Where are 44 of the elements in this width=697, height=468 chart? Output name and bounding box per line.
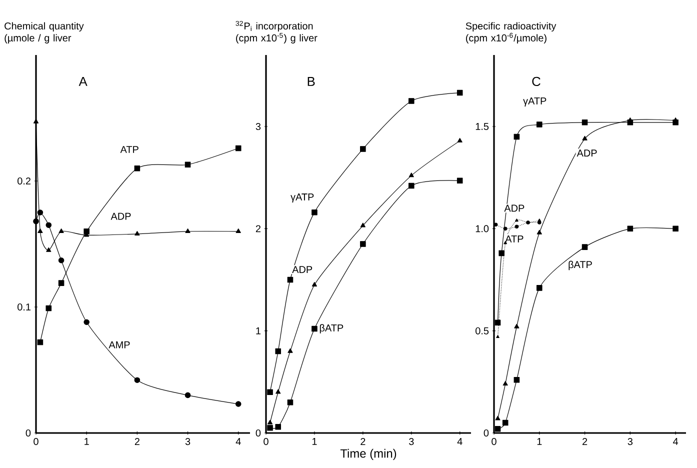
y-tick-label: 1 (256, 327, 261, 334)
x-axis-title: Time (min) (340, 448, 396, 460)
annotation: βATP (568, 260, 592, 270)
annotation: ATP (505, 235, 524, 242)
y-tick-label: 0 (484, 429, 489, 437)
y-tick-label: 3 (256, 122, 261, 130)
annotation: ADP (292, 266, 312, 273)
annotation: ADP (110, 212, 131, 220)
y-tick-label: 0 (26, 429, 31, 437)
x-tick-label: 4 (457, 438, 462, 445)
x-tick-label: 2 (582, 438, 588, 445)
text: B (308, 77, 315, 86)
text: A (78, 77, 88, 86)
y-tick-label: 2 (256, 225, 260, 232)
x-tick-label: 1 (84, 438, 89, 445)
text: C (532, 76, 540, 86)
y-axis-title: $^{32}$P$_{i}$ incorporation (cpm x10$^{-5}$) g liver (236, 20, 318, 44)
y-tick-label: 0.2 (18, 177, 30, 185)
x-tick-label: 0 (492, 438, 496, 446)
x-tick-label: 3 (185, 438, 190, 446)
x-tick-label: 4 (236, 438, 241, 445)
annotation: βATP (320, 324, 344, 334)
annotation: ADP (504, 204, 524, 212)
y-axis-title: Specific radioactivity (cpm x10$^{-6}$/µmole) (466, 22, 556, 44)
annotation: γATP (523, 98, 546, 106)
x-tick-label: 3 (409, 438, 414, 446)
x-tick-label: 2 (134, 438, 140, 445)
x-tick-label: 2 (360, 438, 366, 445)
annotation: γATP (290, 194, 314, 202)
y-tick-label: 0.1 (18, 303, 31, 311)
y-tick-label: 0.5 (476, 327, 489, 334)
x-tick-label: 1 (537, 438, 542, 445)
y-tick-label: 0 (256, 429, 261, 437)
annotation: AMP (108, 341, 130, 348)
x-tick-label: 4 (673, 438, 678, 445)
x-tick-label: 3 (628, 438, 633, 446)
y-tick-label: 1.0 (476, 225, 489, 232)
x-tick-label: 0 (34, 438, 38, 446)
annotation: ATP (120, 146, 138, 153)
annotation: ADP (576, 150, 597, 156)
x-tick-label: 0 (264, 438, 268, 446)
x-tick-label: 1 (312, 438, 317, 445)
y-tick-label: 1.5 (476, 123, 489, 130)
y-axis-title: Chemical quantity (µmole / g liver (4, 22, 84, 44)
